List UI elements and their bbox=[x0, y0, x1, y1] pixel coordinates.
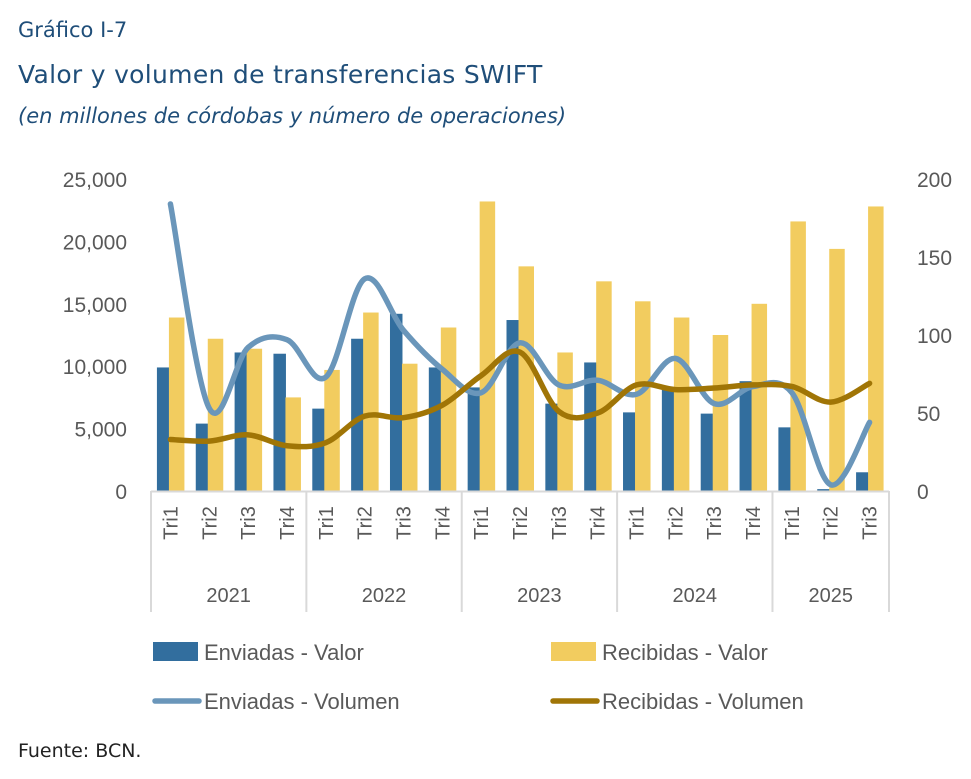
bar-enviadas-valor bbox=[273, 353, 286, 491]
bar-recibidas-valor bbox=[635, 301, 651, 491]
x-tick-label: Tri3 bbox=[238, 506, 260, 540]
x-tick-label: Tri4 bbox=[432, 506, 454, 540]
legend-label: Enviadas - Valor bbox=[204, 640, 364, 665]
legend-swatch-bar bbox=[551, 642, 596, 661]
bars-layer bbox=[156, 201, 884, 492]
bar-enviadas-valor bbox=[312, 408, 325, 491]
y-right-tick-label: 200 bbox=[917, 169, 952, 192]
x-tick-label: Tri1 bbox=[782, 506, 804, 540]
x-tick-label: Tri3 bbox=[393, 506, 415, 540]
bar-recibidas-valor bbox=[518, 266, 534, 491]
bar-recibidas-valor bbox=[596, 281, 612, 491]
y-left-tick-label: 15,000 bbox=[63, 294, 127, 317]
y-axis-left: 0 5,000 10,000 15,000 20,000 25,000 bbox=[63, 169, 127, 504]
bar-recibidas-valor bbox=[829, 248, 845, 491]
bar-recibidas-valor bbox=[868, 206, 884, 491]
x-group-label: 2021 bbox=[206, 585, 251, 607]
bar-enviadas-valor bbox=[156, 367, 170, 491]
bar-enviadas-valor bbox=[623, 412, 636, 491]
bar-recibidas-valor bbox=[557, 352, 573, 491]
x-tick-label: Tri4 bbox=[277, 506, 299, 540]
bar-enviadas-valor bbox=[778, 427, 791, 491]
bar-recibidas-valor bbox=[479, 201, 496, 492]
x-tick-label: Tri3 bbox=[549, 506, 571, 540]
bar-recibidas-valor bbox=[440, 327, 457, 491]
chart-subtitle: (en millones de córdobas y número de ope… bbox=[18, 104, 567, 128]
bar-enviadas-valor bbox=[739, 381, 753, 491]
bar-enviadas-valor bbox=[661, 389, 675, 491]
x-tick-label: Tri2 bbox=[510, 506, 532, 540]
bar-enviadas-valor bbox=[545, 403, 558, 491]
legend: Enviadas - Valor Recibidas - Valor Enviada… bbox=[152, 640, 804, 714]
bar-enviadas-valor bbox=[856, 472, 869, 491]
x-group-label: 2022 bbox=[362, 585, 407, 607]
x-group-label: 2023 bbox=[517, 585, 562, 607]
y-left-tick-label: 25,000 bbox=[63, 169, 127, 192]
y-right-tick-label: 50 bbox=[917, 403, 940, 426]
y-right-tick-label: 100 bbox=[917, 325, 952, 348]
x-tick-label: Tri1 bbox=[160, 506, 182, 540]
bar-enviadas-valor bbox=[351, 338, 364, 491]
bar-enviadas-valor bbox=[506, 320, 519, 491]
bar-recibidas-valor bbox=[673, 317, 690, 491]
legend-swatch-bar bbox=[153, 642, 198, 661]
x-tick-label: Tri2 bbox=[821, 506, 843, 540]
bar-enviadas-valor bbox=[195, 423, 209, 491]
x-tick-label: Tri4 bbox=[588, 506, 610, 540]
x-tick-label: Tri4 bbox=[743, 506, 765, 540]
bar-recibidas-valor bbox=[790, 221, 806, 491]
line-recibidas-volumen bbox=[167, 348, 873, 450]
bar-recibidas-valor bbox=[324, 369, 340, 491]
bar-enviadas-valor bbox=[700, 413, 714, 491]
bar-enviadas-valor bbox=[584, 362, 597, 491]
legend-label: Enviadas - Volumen bbox=[204, 689, 400, 714]
bar-recibidas-valor bbox=[712, 335, 729, 491]
x-group-label: 2024 bbox=[673, 585, 718, 607]
legend-label: Recibidas - Valor bbox=[602, 640, 768, 665]
x-tick-label: Tri1 bbox=[627, 506, 649, 540]
lines-layer bbox=[167, 201, 873, 488]
figure-label: Gráfico I-7 bbox=[18, 18, 128, 42]
source-note: Fuente: BCN. bbox=[18, 740, 142, 762]
x-tick-label: Tri2 bbox=[665, 506, 687, 540]
y-axis-right: 0 50 100 150 200 bbox=[917, 169, 952, 504]
bar-enviadas-valor bbox=[817, 489, 830, 491]
bar-recibidas-valor bbox=[168, 317, 185, 491]
x-tick-label: Tri3 bbox=[704, 506, 726, 540]
x-tick-label: Tri1 bbox=[316, 506, 338, 540]
legend-label: Recibidas - Volumen bbox=[602, 689, 804, 714]
y-right-tick-label: 0 bbox=[917, 481, 929, 504]
y-left-tick-label: 5,000 bbox=[74, 419, 127, 442]
x-group-label: 2025 bbox=[808, 585, 853, 607]
y-left-tick-label: 10,000 bbox=[63, 356, 127, 379]
bar-enviadas-valor bbox=[428, 367, 442, 491]
x-tick-label: Tri2 bbox=[355, 506, 377, 540]
bar-enviadas-valor bbox=[467, 387, 481, 491]
bar-recibidas-valor bbox=[363, 312, 379, 491]
bar-enviadas-valor bbox=[389, 313, 403, 491]
y-right-tick-label: 150 bbox=[917, 247, 952, 270]
x-axis: Tri1 Tri2 Tri3 Tri4 2021 Tri1 Tri2 Tri3 Tri4 2022… bbox=[150, 490, 890, 612]
y-left-tick-label: 0 bbox=[115, 481, 127, 504]
bar-recibidas-valor bbox=[751, 303, 768, 491]
bar-recibidas-valor bbox=[246, 348, 263, 491]
x-tick-label: Tri3 bbox=[860, 506, 882, 540]
chart-title: Valor y volumen de transferencias SWIFT bbox=[18, 60, 543, 89]
bar-recibidas-valor bbox=[401, 363, 418, 491]
y-left-tick-label: 20,000 bbox=[63, 231, 127, 254]
bar-enviadas-valor bbox=[234, 352, 248, 491]
x-tick-label: Tri1 bbox=[471, 506, 493, 540]
x-tick-label: Tri2 bbox=[199, 506, 221, 540]
